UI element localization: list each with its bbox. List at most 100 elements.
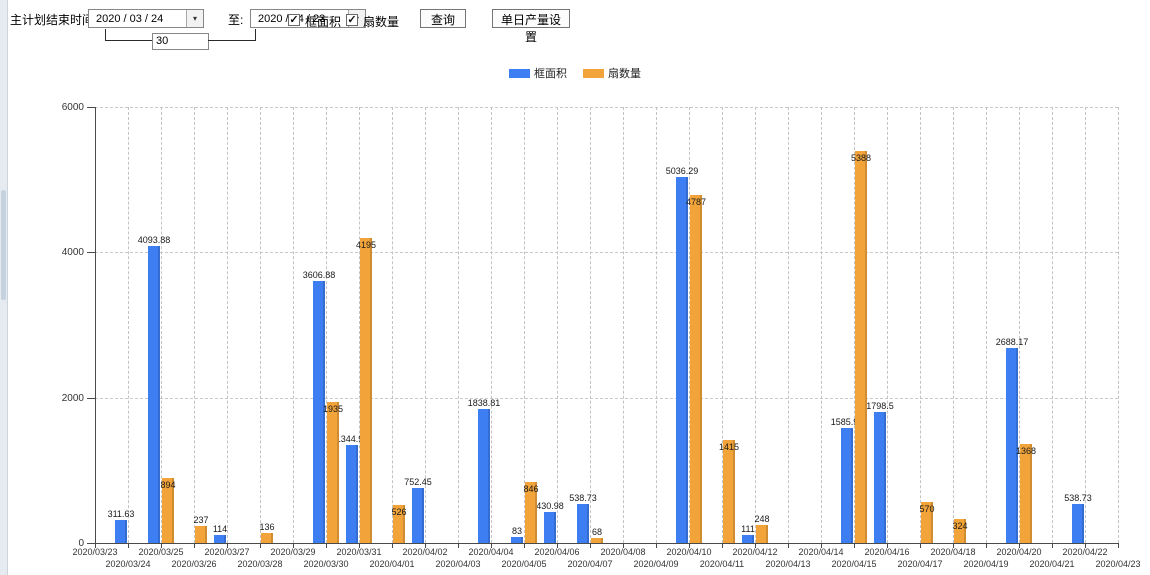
chart-legend: 框面积 扇数量 bbox=[0, 65, 1150, 81]
bar-框面积-2020/03/24 bbox=[115, 520, 127, 543]
y-axis-tick bbox=[87, 543, 95, 544]
x-axis-tick-label: 2020/04/10 bbox=[666, 547, 712, 557]
x-axis-tick-label: 2020/04/03 bbox=[435, 559, 481, 569]
bar-框面积-2020/04/20 bbox=[1006, 348, 1018, 543]
gridline-vertical bbox=[1085, 107, 1086, 543]
bar-value-label: 570 bbox=[919, 504, 935, 514]
gridline-vertical bbox=[920, 107, 921, 543]
bar-value-label: 526 bbox=[391, 507, 407, 517]
x-axis-tick bbox=[425, 544, 426, 548]
checkbox-frame-area[interactable]: ✓ bbox=[288, 14, 300, 26]
x-axis-tick bbox=[95, 544, 96, 548]
bar-value-label: 4787 bbox=[685, 197, 707, 207]
date-to-picker[interactable]: 2020 / 04 / 23 ▾ bbox=[250, 9, 366, 28]
bar-value-label: 1415 bbox=[718, 442, 740, 452]
x-axis-tick-label: 2020/03/31 bbox=[336, 547, 382, 557]
bar-value-label: 111 bbox=[741, 524, 755, 534]
bar-框面积-2020/03/31 bbox=[346, 445, 358, 543]
legend-swatch-icon bbox=[509, 68, 530, 78]
x-axis-tick-label: 2020/03/24 bbox=[105, 559, 151, 569]
gridline-vertical bbox=[887, 107, 888, 543]
checkbox-fan-count[interactable]: ✓ bbox=[346, 14, 358, 26]
bar-扇数量-2020/04/07 bbox=[591, 538, 603, 543]
gridline-vertical bbox=[458, 107, 459, 543]
bar-value-label: 4093.88 bbox=[137, 235, 171, 245]
query-button[interactable]: 查询 bbox=[420, 9, 466, 28]
plan-end-time-label: 主计划结束时间: bbox=[10, 13, 98, 27]
x-axis-tick bbox=[359, 544, 360, 548]
bar-value-label: 248 bbox=[754, 514, 770, 524]
bar-框面积-2020/04/04 bbox=[478, 409, 490, 543]
x-axis-tick-label: 2020/04/13 bbox=[765, 559, 811, 569]
x-axis-tick-label: 2020/03/25 bbox=[138, 547, 184, 557]
legend-item-1: 扇数量 bbox=[583, 65, 641, 81]
x-axis-tick-label: 2020/04/20 bbox=[996, 547, 1042, 557]
y-axis-tick bbox=[87, 107, 95, 108]
legend-swatch-icon bbox=[583, 68, 604, 78]
bar-扇数量-2020/04/15 bbox=[855, 151, 867, 543]
bar-框面积-2020/04/07 bbox=[577, 504, 589, 543]
gridline-vertical bbox=[656, 107, 657, 543]
bar-框面积-2020/04/22 bbox=[1072, 504, 1084, 543]
x-axis-tick-label: 2020/04/23 bbox=[1095, 559, 1141, 569]
x-axis-tick bbox=[293, 544, 294, 548]
x-axis-tick bbox=[227, 544, 228, 548]
x-axis-tick-label: 2020/03/28 bbox=[237, 559, 283, 569]
x-axis-tick-label: 2020/04/22 bbox=[1062, 547, 1108, 557]
x-axis-tick-label: 2020/04/04 bbox=[468, 547, 514, 557]
bar-value-label: 114 bbox=[212, 524, 228, 534]
daily-output-settings-button[interactable]: 单日产量设置 bbox=[492, 9, 570, 44]
x-axis-tick bbox=[722, 544, 723, 548]
bar-value-label: 2688.17 bbox=[995, 337, 1029, 347]
bar-框面积-2020/03/25 bbox=[148, 246, 160, 543]
x-axis-tick-label: 2020/04/14 bbox=[798, 547, 844, 557]
scrollbar-thumb[interactable] bbox=[1, 190, 6, 300]
x-axis-tick-label: 2020/03/27 bbox=[204, 547, 250, 557]
bar-value-label: 5388 bbox=[850, 153, 872, 163]
legend-item-0: 框面积 bbox=[509, 65, 567, 81]
bar-value-label: 1935 bbox=[322, 404, 344, 414]
gridline-vertical bbox=[227, 107, 228, 543]
x-axis-tick bbox=[557, 544, 558, 548]
chevron-down-icon[interactable]: ▾ bbox=[186, 10, 203, 27]
x-axis-tick bbox=[953, 544, 954, 548]
gridline-vertical bbox=[1052, 107, 1053, 543]
legend-label: 框面积 bbox=[534, 68, 567, 80]
y-axis-tick-label: 2000 bbox=[61, 392, 84, 404]
x-axis-tick bbox=[590, 544, 591, 548]
x-axis-tick bbox=[986, 544, 987, 548]
gridline-vertical bbox=[491, 107, 492, 543]
x-axis-tick bbox=[1118, 544, 1119, 548]
interval-days-input[interactable] bbox=[152, 33, 209, 50]
bar-扇数量-2020/04/05 bbox=[525, 482, 537, 543]
x-axis-tick-label: 2020/04/17 bbox=[897, 559, 943, 569]
date-from-picker[interactable]: 2020 / 03 / 24 ▾ bbox=[88, 9, 204, 28]
x-axis-tick-label: 2020/04/21 bbox=[1029, 559, 1075, 569]
gridline-vertical bbox=[755, 107, 756, 543]
bar-扇数量-2020/03/30 bbox=[327, 402, 339, 543]
bar-value-label: 83 bbox=[511, 526, 522, 536]
bar-value-label: 136 bbox=[259, 522, 275, 532]
bar-value-label: 1585.96 bbox=[830, 417, 864, 427]
gridline-vertical bbox=[854, 107, 855, 543]
bar-扇数量-2020/04/11 bbox=[723, 440, 735, 543]
bracket-line bbox=[255, 29, 256, 41]
x-axis-tick bbox=[656, 544, 657, 548]
bar-扇数量-2020/04/17 bbox=[921, 502, 933, 543]
x-axis-tick bbox=[128, 544, 129, 548]
bar-框面积-2020/04/15 bbox=[841, 428, 853, 543]
x-axis-tick-label: 2020/04/15 bbox=[831, 559, 877, 569]
bracket-line bbox=[208, 40, 255, 41]
gridline-vertical bbox=[425, 107, 426, 543]
x-axis-tick-label: 2020/03/29 bbox=[270, 547, 316, 557]
x-axis-tick bbox=[326, 544, 327, 548]
x-axis-tick-label: 2020/04/19 bbox=[963, 559, 1009, 569]
bar-value-label: 1344.95 bbox=[335, 434, 369, 444]
gridline-vertical bbox=[953, 107, 954, 543]
bar-value-label: 846 bbox=[523, 484, 539, 494]
bar-框面积-2020/04/10 bbox=[676, 177, 688, 543]
x-axis-tick bbox=[755, 544, 756, 548]
checkbox-frame-area-label: 框面积 bbox=[305, 15, 342, 29]
x-axis-tick bbox=[887, 544, 888, 548]
bar-扇数量-2020/03/31 bbox=[360, 238, 372, 543]
